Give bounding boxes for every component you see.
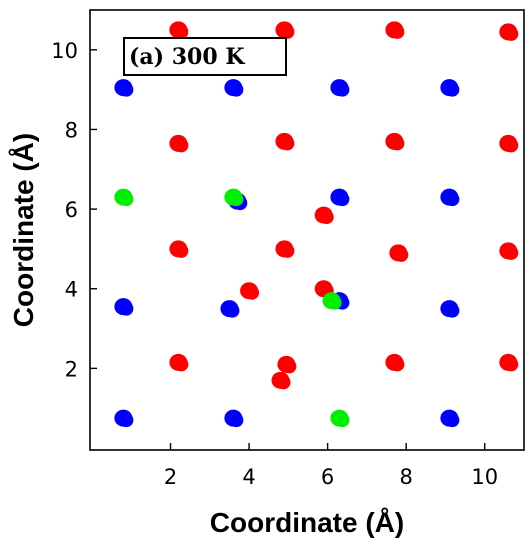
data-point [390,357,405,372]
data-point [390,24,405,39]
data-point [280,243,295,258]
data-point [119,413,134,428]
data-point [119,82,134,97]
panel-label: (a) 300 K [129,44,245,70]
data-point [280,136,295,151]
x-tick-label: 10 [471,465,498,489]
data-point [319,210,334,225]
x-tick-label: 4 [242,465,255,489]
data-point [445,82,460,97]
data-point [119,192,134,207]
data-point [327,295,342,310]
data-point [445,303,460,318]
y-tick-label: 6 [65,198,78,222]
data-point [335,82,350,97]
y-tick-label: 4 [65,278,78,302]
x-tick-label: 6 [321,465,334,489]
data-point [174,357,189,372]
data-point [335,413,350,428]
data-point [335,192,350,207]
data-point [282,359,297,374]
y-tick-label: 2 [65,357,78,381]
data-point [390,136,405,151]
y-tick-label: 10 [51,39,78,63]
data-point [276,375,291,390]
y-tick-label: 8 [65,118,78,142]
data-point [280,24,295,39]
data-point [504,26,519,41]
data-point [504,357,519,372]
data-point [225,303,240,318]
data-point [394,247,409,262]
data-point [229,192,244,207]
data-point [245,285,260,300]
plot-frame [89,9,525,451]
x-tick-label: 8 [399,465,412,489]
data-point [445,192,460,207]
data-point [229,82,244,97]
y-axis-title: Coordinate (Å) [8,133,39,327]
x-tick-label: 2 [164,465,177,489]
data-point [504,245,519,260]
data-point [174,243,189,258]
data-point [504,138,519,153]
data-point [174,24,189,39]
data-point [174,138,189,153]
x-axis-title: Coordinate (Å) [210,507,404,538]
data-point [229,413,244,428]
annotation-box [123,37,287,76]
data-point [445,413,460,428]
data-point [119,301,134,316]
